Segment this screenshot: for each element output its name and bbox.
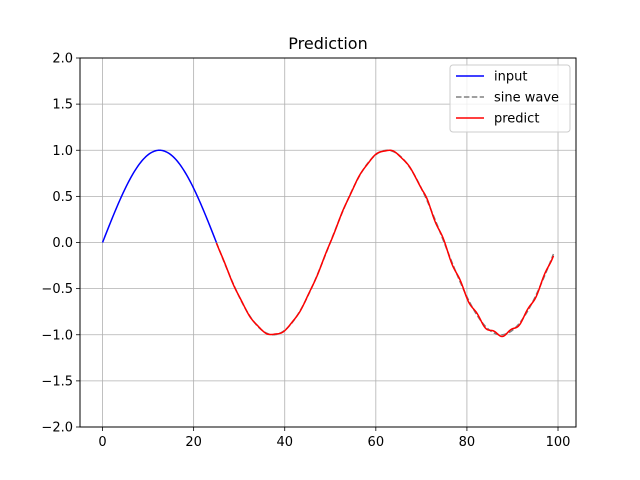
legend: input sine wave predict — [449, 64, 571, 133]
y-tick-label: 1.5 — [52, 98, 73, 113]
y-tick-label: 0.5 — [52, 190, 73, 205]
chart-title: Prediction — [288, 34, 367, 53]
y-tick-label: −1.0 — [41, 328, 73, 343]
series-lines — [101, 149, 555, 338]
y-tick-label: −2.0 — [41, 421, 73, 436]
x-tick-label: 20 — [185, 435, 202, 450]
axis-ticks: 0 20 40 60 80 100 −2.0 −1.5 −1.0 −0.5 0.0 0.5 1.0 1.5… — [41, 52, 570, 451]
legend-box — [449, 64, 571, 133]
legend-label: predict — [494, 112, 539, 127]
x-tick-label: 80 — [459, 435, 476, 450]
y-tick-label: −0.5 — [41, 282, 73, 297]
y-tick-label: −1.5 — [41, 374, 73, 389]
x-tick-label: 60 — [368, 435, 385, 450]
series-line-input — [101, 149, 218, 243]
y-tick-label: 1.0 — [52, 144, 73, 159]
x-tick-label: 100 — [546, 435, 571, 450]
legend-label: sine wave — [494, 91, 559, 106]
y-tick-label: 2.0 — [52, 52, 73, 67]
x-tick-label: 40 — [276, 435, 293, 450]
series-line-predict — [215, 149, 555, 338]
legend-label: input — [494, 70, 527, 85]
y-tick-label: 0.0 — [52, 236, 73, 251]
x-tick-label: 0 — [98, 435, 106, 450]
